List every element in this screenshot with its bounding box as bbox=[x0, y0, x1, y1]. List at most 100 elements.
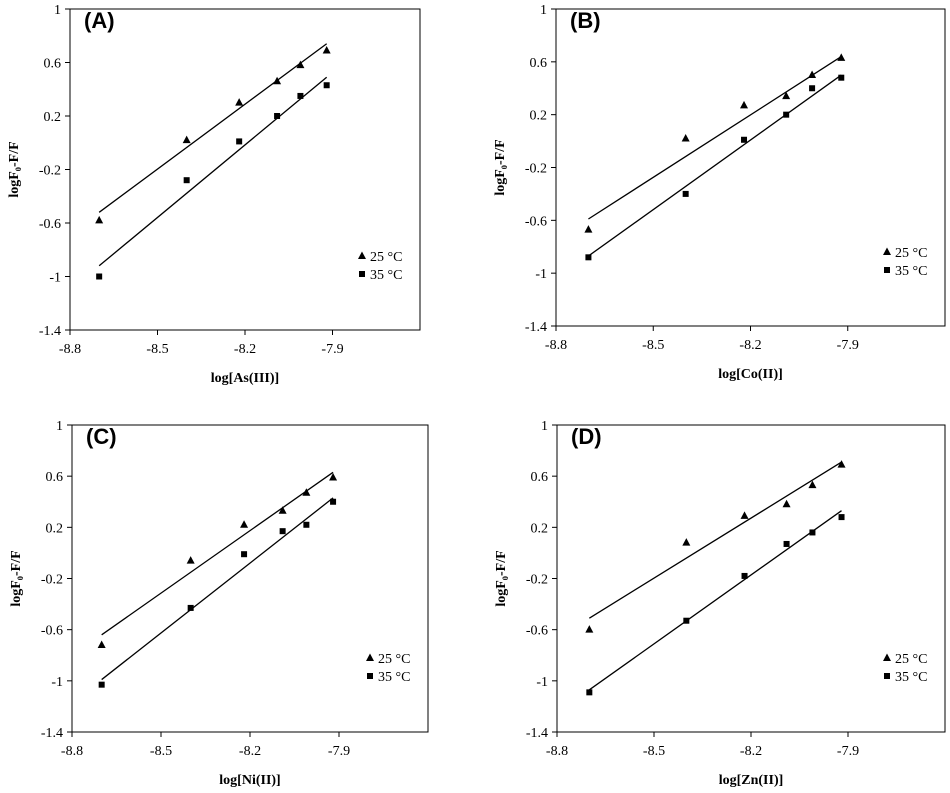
panel-a-legend-label-25-c: 25 °C bbox=[370, 250, 402, 265]
panel-b-point-35-c bbox=[838, 74, 845, 81]
panel-a-legend-label-35-c: 35 °C bbox=[370, 268, 402, 283]
panel-d-xtick-label: -7.9 bbox=[837, 744, 859, 759]
panel-a-fit-line-25-c bbox=[98, 43, 328, 213]
panel-c-fit-line-35-c bbox=[101, 497, 334, 681]
panel-c-point-25-c bbox=[302, 488, 311, 496]
panel-b-legend-marker-25-c bbox=[883, 247, 891, 255]
panel-c-point-25-c bbox=[240, 520, 249, 528]
panel-d: -1.4 -1 -0.6 -0.2 0.2 0.6 1 -8.8 -8.5 -8.2 -7.9 log… bbox=[494, 419, 946, 788]
panel-c-frame bbox=[71, 424, 429, 733]
panel-d-ytick-label: -1 bbox=[536, 675, 548, 690]
panel-b-y-axis-label: logF₀-F/F bbox=[493, 139, 508, 195]
panel-d-point-35-c bbox=[683, 617, 690, 624]
panel-a-point-35-c bbox=[183, 177, 190, 184]
panel-b-ytick-label: 1 bbox=[540, 3, 547, 18]
panel-d-point-35-c bbox=[838, 514, 845, 521]
panel-a-point-25-c bbox=[273, 76, 282, 85]
panel-a-xtick-label: -8.2 bbox=[234, 342, 256, 357]
panel-b-xtick-label: -8.8 bbox=[545, 338, 567, 353]
panel-a-point-35-c bbox=[297, 92, 304, 99]
panel-c-xtick-label: -8.2 bbox=[239, 744, 261, 759]
panel-b-point-35-c bbox=[682, 190, 689, 197]
panel-a-frame bbox=[69, 8, 421, 331]
panel-c-ytick-label: -1 bbox=[51, 675, 63, 690]
panel-c-point-35-c bbox=[303, 521, 310, 528]
panel-d-point-25-c bbox=[740, 511, 749, 519]
panel-d-point-25-c bbox=[782, 499, 791, 508]
panel-b-point-25-c bbox=[740, 100, 749, 109]
panel-d-fit-line-25-c bbox=[588, 461, 842, 619]
panel-a-ytick-label: -0.2 bbox=[39, 164, 61, 179]
panel-d-ytick-label: 0.6 bbox=[531, 470, 549, 485]
panel-a-point-35-c bbox=[274, 113, 281, 119]
panel-b-xtick-label: -7.9 bbox=[837, 338, 859, 353]
panel-c-legend-label-35-c: 35 °C bbox=[378, 670, 410, 685]
panel-a-xtick-label: -8.5 bbox=[146, 342, 168, 357]
panel-a-point-35-c bbox=[323, 82, 330, 89]
panel-d-legend-label-35-c: 35 °C bbox=[895, 670, 927, 685]
panel-c-ytick-label: 0.6 bbox=[46, 470, 64, 485]
panel-b-legend-label-35-c: 35 °C bbox=[895, 264, 927, 279]
panel-b-fit-line-35-c bbox=[588, 74, 842, 257]
panel-c-ytick-label: 1 bbox=[56, 419, 63, 434]
panel-d-ytick-label: -0.2 bbox=[526, 573, 548, 588]
panel-c-ytick-label: -0.2 bbox=[41, 573, 63, 588]
panel-a-label: (A) bbox=[84, 8, 115, 33]
panel-a-xtick-label: -8.8 bbox=[59, 342, 81, 357]
panel-c-xtick-label: -7.9 bbox=[328, 744, 350, 759]
panel-b-point-35-c bbox=[783, 111, 790, 118]
panel-b-xtick-label: -8.2 bbox=[739, 338, 761, 353]
panel-d-point-25-c bbox=[837, 460, 846, 468]
panel-b-point-25-c bbox=[782, 91, 791, 100]
panel-b-point-35-c bbox=[585, 254, 592, 261]
panel-d-point-35-c bbox=[783, 540, 790, 547]
panel-a-ytick-label: 0.6 bbox=[44, 57, 62, 72]
panel-c-label: (C) bbox=[86, 424, 117, 449]
panel-b-ytick-label: 0.6 bbox=[530, 56, 548, 71]
panel-d-ytick-label: -0.6 bbox=[526, 624, 548, 639]
panel-c-y-axis-label: logF₀-F/F bbox=[9, 550, 24, 606]
panel-d-point-25-c bbox=[682, 538, 691, 546]
panel-c-legend-marker-35-c bbox=[367, 673, 373, 679]
panel-c-point-25-c bbox=[186, 556, 195, 564]
panel-d-xtick-label: -8.5 bbox=[643, 744, 665, 759]
panel-b-point-25-c bbox=[584, 225, 593, 233]
panel-d-point-35-c bbox=[741, 572, 748, 579]
panel-d-ytick-label: 1 bbox=[541, 419, 548, 434]
panel-b-legend-label-25-c: 25 °C bbox=[895, 246, 927, 261]
panel-d-legend-label-25-c: 25 °C bbox=[895, 652, 927, 667]
panel-a-xtick-label: -7.9 bbox=[321, 342, 343, 357]
panel-b-x-axis-label: log[Co(II)] bbox=[718, 367, 783, 382]
panel-b-ytick-label: -1 bbox=[535, 267, 547, 282]
panel-a-ytick-label: 0.2 bbox=[44, 110, 62, 125]
panel-a-point-25-c bbox=[296, 60, 305, 69]
panel-c-legend-label-25-c: 25 °C bbox=[378, 652, 410, 667]
panel-c-x-axis-label: log[Ni(II)] bbox=[219, 773, 280, 788]
panel-d-frame bbox=[556, 424, 946, 733]
panel-c-ytick-label: 0.2 bbox=[46, 521, 64, 536]
panel-c-point-35-c bbox=[279, 528, 286, 535]
panel-c: -1.4 -1 -0.6 -0.2 0.2 0.6 1 -8.8 -8.5 -8.2 -7.9 log… bbox=[9, 419, 429, 788]
panel-a-fit-line-35-c bbox=[98, 76, 328, 267]
panel-c-xtick-label: -8.8 bbox=[61, 744, 83, 759]
panel-d-point-25-c bbox=[808, 480, 817, 489]
panel-d-point-25-c bbox=[585, 625, 594, 633]
panel-b-ytick-label: -0.2 bbox=[525, 162, 547, 177]
panel-a-point-25-c bbox=[322, 45, 331, 54]
panel-d-y-axis-label: logF₀-F/F bbox=[494, 550, 509, 606]
panel-b-label: (B) bbox=[570, 8, 601, 33]
panel-c-point-25-c bbox=[97, 640, 106, 649]
panel-d-label: (D) bbox=[571, 424, 602, 449]
panel-d-fit-line-35-c bbox=[588, 510, 842, 691]
panel-b-xtick-label: -8.5 bbox=[642, 338, 664, 353]
panel-c-point-25-c bbox=[329, 472, 338, 481]
panel-c-xtick-label: -8.5 bbox=[150, 744, 172, 759]
panel-c-point-35-c bbox=[98, 681, 105, 688]
panel-d-legend-marker-25-c bbox=[883, 653, 891, 661]
panel-d-x-axis-label: log[Zn(II)] bbox=[719, 773, 784, 788]
panel-b-fit-line-25-c bbox=[588, 56, 842, 220]
panel-c-point-35-c bbox=[241, 551, 248, 558]
panel-b-ytick-label: -0.6 bbox=[525, 214, 547, 229]
panel-a-legend-marker-25-c bbox=[358, 251, 366, 259]
